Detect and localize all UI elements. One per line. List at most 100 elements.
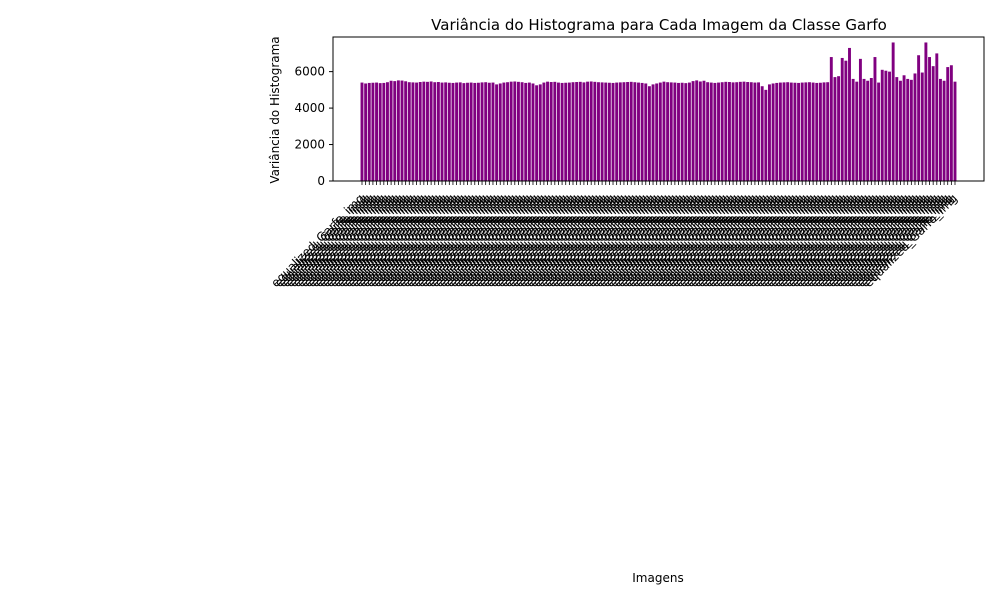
bar	[717, 82, 720, 181]
bar	[840, 57, 844, 181]
bar	[666, 82, 670, 181]
bar	[738, 81, 742, 181]
bar	[615, 82, 619, 181]
bar	[433, 82, 437, 181]
bar	[702, 80, 706, 181]
bar	[451, 82, 455, 181]
bar	[782, 82, 786, 181]
bar	[687, 82, 691, 181]
bar	[429, 81, 433, 181]
bar	[520, 82, 524, 181]
bar	[735, 82, 739, 181]
bar	[938, 78, 942, 181]
bar	[418, 82, 422, 181]
bar	[378, 83, 382, 181]
bar	[909, 79, 913, 181]
bar	[724, 81, 728, 181]
bar	[611, 82, 615, 181]
bar	[866, 80, 870, 181]
bar	[455, 82, 459, 181]
bar	[858, 58, 862, 182]
bar	[415, 82, 419, 181]
bar	[447, 82, 451, 181]
bar	[895, 77, 899, 181]
bar	[953, 81, 957, 181]
bar	[586, 81, 590, 181]
bar	[622, 82, 626, 181]
bar	[593, 81, 597, 181]
bar	[400, 80, 404, 181]
bar	[426, 81, 429, 181]
bar	[844, 60, 848, 182]
bar	[913, 73, 917, 181]
bar	[466, 82, 469, 181]
bar	[880, 69, 884, 181]
bar	[928, 57, 931, 181]
bar	[942, 80, 946, 181]
bar	[862, 78, 866, 181]
bar	[647, 86, 651, 181]
bar	[575, 82, 579, 181]
bar	[578, 81, 582, 181]
bar	[367, 82, 371, 181]
bar	[484, 82, 488, 181]
bar	[826, 82, 830, 181]
bar	[775, 82, 779, 181]
bar	[869, 78, 873, 181]
bar	[516, 81, 520, 181]
bar	[597, 82, 600, 181]
bar	[527, 82, 531, 181]
bar	[793, 82, 797, 181]
bar	[553, 81, 557, 181]
bar	[837, 76, 841, 181]
chart-title: Variância do Histograma para Cada Imagem…	[431, 16, 887, 34]
bar	[531, 83, 535, 181]
bar	[902, 75, 906, 181]
bar	[546, 81, 549, 181]
bar	[848, 47, 851, 181]
bar	[815, 82, 819, 181]
bar	[411, 82, 415, 181]
bar	[364, 83, 368, 181]
y-tick-label: 2000	[294, 138, 325, 152]
bar	[822, 82, 826, 181]
bar	[495, 84, 499, 181]
bar	[440, 82, 444, 181]
bar	[655, 83, 659, 181]
bar	[873, 57, 877, 181]
bar	[422, 81, 426, 181]
bar	[669, 82, 673, 181]
bar	[888, 71, 891, 181]
bar	[458, 82, 462, 181]
bar	[764, 89, 768, 181]
bar	[618, 82, 622, 181]
bar	[709, 82, 713, 181]
bar	[436, 82, 440, 181]
bar	[509, 81, 513, 181]
bar	[760, 86, 764, 181]
bar	[542, 82, 546, 181]
plot-area: 0200040006000equalized_Garfo_imgequalize…	[268, 36, 985, 290]
bar	[695, 80, 699, 181]
bar	[658, 82, 662, 181]
bar	[698, 81, 702, 181]
bar	[538, 84, 542, 181]
bar	[513, 81, 517, 181]
bar	[524, 82, 528, 181]
bar	[818, 82, 822, 181]
y-axis-label: Variância do Histograma	[268, 36, 282, 183]
bar	[877, 82, 881, 181]
bar	[949, 65, 953, 181]
bar	[920, 72, 924, 181]
bar	[502, 82, 506, 181]
bar	[557, 82, 560, 181]
bar	[727, 82, 731, 181]
bar	[473, 82, 477, 181]
bar	[382, 82, 386, 181]
bar	[808, 82, 811, 181]
bar	[407, 82, 411, 181]
bar	[498, 83, 502, 181]
bar	[629, 81, 633, 181]
y-tick-label: 4000	[294, 101, 325, 115]
